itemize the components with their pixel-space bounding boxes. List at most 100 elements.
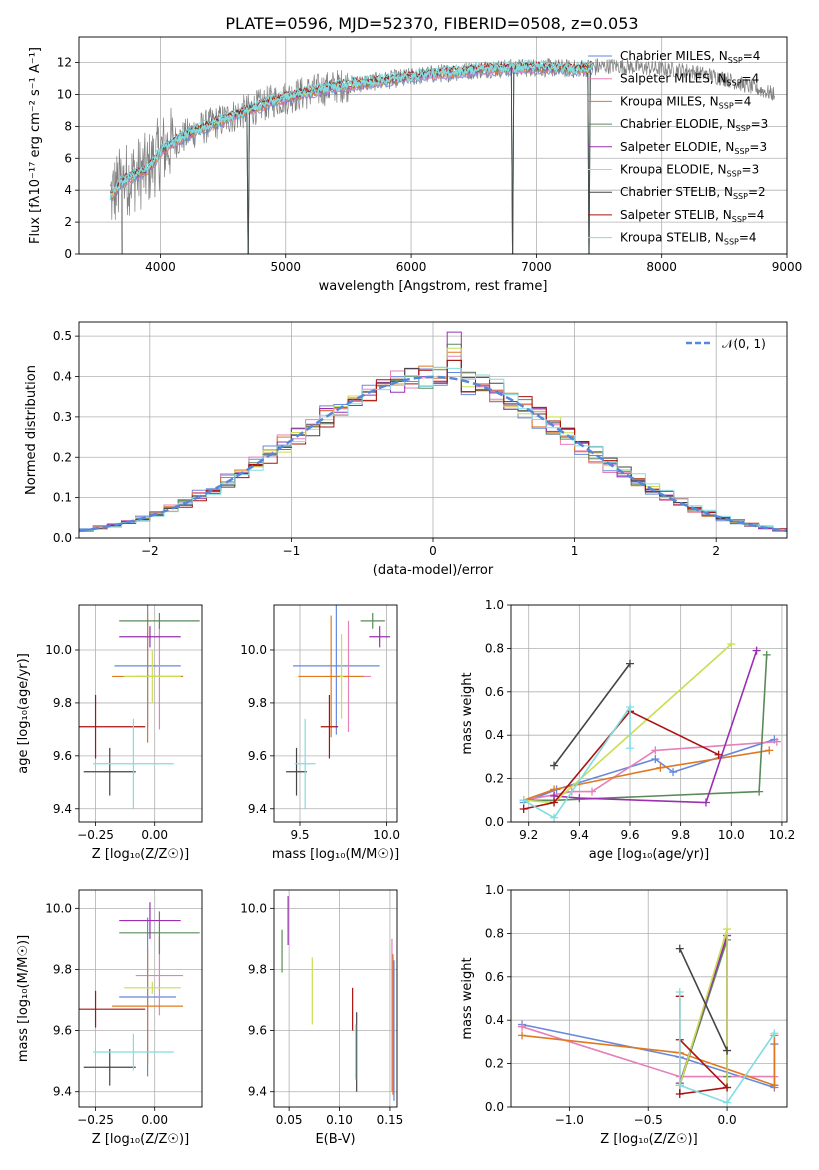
y-tick-label: 1.0	[485, 598, 504, 612]
weight-point-marker	[675, 944, 684, 953]
legend-nssp: =4	[734, 94, 752, 108]
errorbar-point	[298, 615, 365, 738]
x-tick-label: 1	[571, 544, 579, 558]
legend-nssp: =4	[739, 231, 757, 245]
errorbar-point	[93, 718, 174, 809]
weight-series-line	[679, 948, 728, 1051]
x-tick-label: 0.0	[718, 1113, 737, 1127]
x-axis-label: mass [log₁₀(M/M☉)]	[272, 847, 399, 862]
mass-weight-vs-age-plot-area	[519, 640, 781, 822]
mass-weight-vs-Z-frame	[510, 889, 788, 1108]
legend-subscript: SSP	[733, 192, 748, 201]
y-tick-label: 9.4	[53, 1085, 72, 1099]
legend-subscript: SSP	[734, 147, 749, 156]
y-tick-label: 9.4	[53, 802, 72, 816]
y-tick-label: 9.8	[53, 696, 72, 710]
x-tick-label: 9.2	[519, 828, 538, 842]
y-axis-label: Normed distribution	[24, 365, 39, 495]
weight-point-marker	[550, 798, 559, 807]
y-tick-label: 10.0	[240, 901, 267, 915]
errorbar-point	[123, 981, 181, 994]
x-axis-label: Z [log₁₀(Z/Z☉)]	[600, 1132, 697, 1147]
x-axis-label: E(B-V)	[315, 1132, 355, 1147]
y-tick-label: 0.4	[53, 370, 72, 384]
legend-label: Kroupa STELIB, NSSP=4	[620, 231, 757, 247]
y-tick-label: 0.6	[485, 685, 504, 699]
weight-point-marker	[651, 755, 660, 764]
weight-point-marker	[575, 794, 584, 803]
weight-point-marker	[723, 1083, 732, 1092]
legend-label: Chabrier MILES, NSSP=4	[620, 49, 760, 65]
x-tick-label: 4000	[145, 260, 176, 274]
weight-point-marker	[626, 659, 635, 668]
weight-point-marker	[772, 737, 781, 746]
legend-label: Chabrier ELODIE, NSSP=3	[620, 117, 768, 133]
x-tick-label: −0.25	[77, 1113, 114, 1127]
errorbar-point	[293, 605, 380, 735]
spectrum-model-line	[109, 61, 594, 254]
weight-point-marker	[626, 744, 635, 753]
legend-nssp: =3	[749, 140, 767, 154]
weight-point-marker	[656, 763, 665, 772]
errorbar-point	[79, 694, 146, 759]
weight-point-marker	[519, 804, 528, 813]
y-axis-label: mass [log₁₀(M/M☉)]	[16, 935, 31, 1062]
weight-point-marker	[714, 750, 723, 759]
legend-subscript: SSP	[727, 170, 742, 179]
y-tick-label: 9.6	[53, 1024, 72, 1038]
age-vs-mass-plot-area	[286, 605, 391, 809]
y-axis-label: age [log₁₀(age/yr)]	[16, 653, 31, 774]
x-tick-label: −2	[141, 544, 159, 558]
weight-point-marker	[518, 1031, 527, 1040]
y-tick-label: 10.0	[45, 643, 72, 657]
errorbar-point	[112, 948, 184, 1065]
mass-vs-ebv-axes: 0.05 0.10 0.15 9.4 9.6 9.8 10.0 E(B-V)	[240, 890, 403, 1147]
errorbar-point	[320, 694, 339, 759]
errorbar-point	[119, 626, 181, 648]
y-tick-label: 0.0	[53, 531, 72, 545]
weight-series-line	[523, 749, 770, 802]
y-tick-label: 0.8	[485, 926, 504, 940]
x-axis-label: wavelength [Angstrom, rest frame]	[319, 279, 548, 294]
mass-vs-Z-frame	[78, 889, 203, 1108]
y-tick-label: 8	[64, 119, 72, 133]
x-tick-label: 0.00	[141, 1113, 168, 1127]
weight-point-marker	[675, 1089, 684, 1098]
x-tick-label: 8000	[646, 260, 677, 274]
weight-point-marker	[755, 787, 764, 796]
x-tick-label: 9000	[772, 260, 803, 274]
residual-plot-area	[79, 331, 787, 534]
legend-label: Kroupa MILES, NSSP=4	[620, 94, 751, 110]
errorbar-point	[119, 902, 181, 939]
y-tick-label: 10	[57, 87, 72, 101]
x-tick-label: 10.2	[769, 828, 796, 842]
weight-point-marker	[588, 787, 597, 796]
y-tick-label: 0.4	[485, 728, 504, 742]
errorbar-point	[93, 1033, 174, 1071]
errorbar-point	[119, 612, 200, 629]
x-tick-label: 6000	[396, 260, 427, 274]
weight-series-line	[523, 654, 768, 802]
age-vs-mass-axes: 9.5 10.0 9.4 9.6 9.8 10.0 mass [log₁₀(M/M☉)]	[240, 605, 400, 862]
mass-vs-Z-plot-area	[79, 902, 200, 1086]
spectrum-data-line	[109, 58, 775, 254]
x-tick-label: 9.5	[290, 828, 309, 842]
weight-point-marker	[675, 1081, 684, 1090]
legend-nssp: =4	[743, 49, 761, 63]
y-axis-label: mass weight	[460, 672, 475, 754]
mass-vs-ebv-frame	[273, 889, 398, 1108]
errorbar-point	[360, 612, 385, 629]
legend-nssp: =3	[751, 117, 769, 131]
y-tick-label: 12	[57, 56, 72, 70]
weight-point-marker	[518, 1022, 527, 1031]
errorbar-point	[79, 990, 146, 1028]
errorbar-point	[286, 747, 307, 796]
y-tick-label: 4	[64, 183, 72, 197]
x-axis-label: Z [log₁₀(Z/Z☉)]	[92, 1132, 189, 1147]
weight-series-line	[523, 704, 631, 819]
spectrum-best-model-line	[109, 61, 594, 201]
errorbar-point	[369, 626, 391, 648]
y-tick-label: 0.3	[53, 410, 72, 424]
weight-point-marker	[727, 640, 736, 649]
weight-point-marker	[651, 746, 660, 755]
